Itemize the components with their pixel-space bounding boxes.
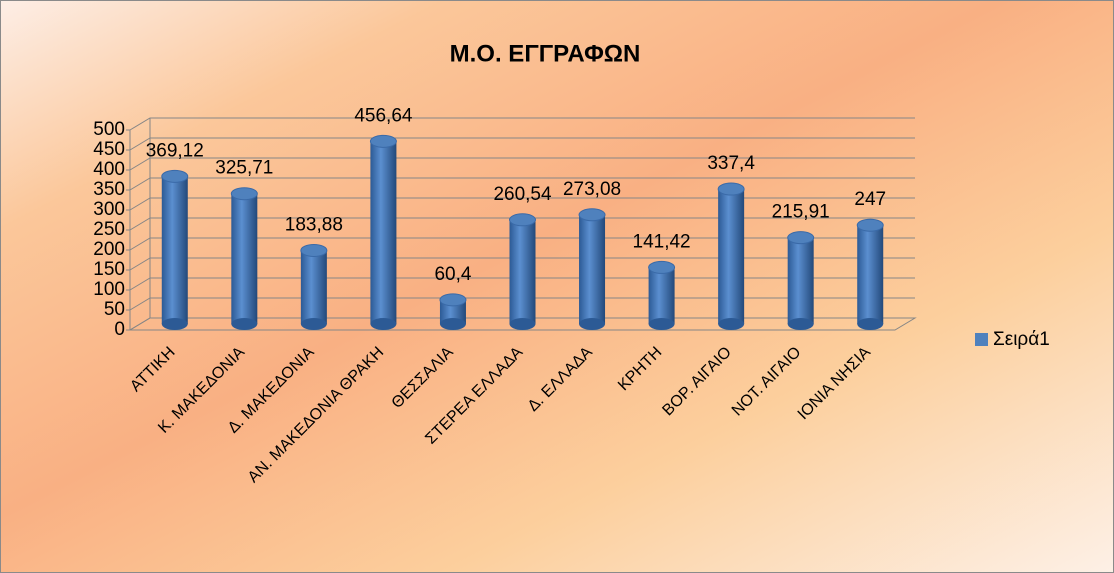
- bar: [369, 134, 397, 330]
- bar: [856, 218, 884, 330]
- data-label: 215,91: [772, 202, 830, 223]
- bar: [787, 231, 815, 330]
- y-tick-label: 200: [93, 239, 125, 260]
- data-label: 260,54: [493, 184, 552, 205]
- bar-body: [509, 219, 536, 324]
- bar-base: [300, 318, 327, 330]
- bar-base: [579, 318, 606, 330]
- bar-body: [300, 250, 327, 324]
- bar: [717, 182, 745, 330]
- bar-top: [439, 293, 467, 307]
- bar-body: [231, 193, 258, 324]
- bar-body: [161, 176, 188, 324]
- data-label: 60,4: [434, 264, 471, 285]
- bar: [578, 208, 606, 330]
- bar-body: [857, 225, 884, 324]
- bar-top: [578, 208, 606, 222]
- legend-swatch: [975, 333, 988, 346]
- bar-top: [717, 182, 745, 196]
- y-tick-label: 0: [114, 319, 125, 340]
- data-label: 325,71: [215, 158, 273, 179]
- y-tick-label: 250: [93, 219, 125, 240]
- bar-body: [579, 214, 606, 324]
- data-label: 141,42: [633, 231, 691, 252]
- bar-top: [856, 218, 884, 232]
- bar-top: [300, 243, 328, 257]
- bar-body: [648, 267, 675, 324]
- bar: [300, 243, 328, 330]
- bar-base: [509, 318, 536, 330]
- bar: [509, 213, 536, 330]
- bar: [439, 293, 467, 330]
- data-label: 183,88: [285, 214, 343, 235]
- chart-title: Μ.Ο. ΕΓΓΡΑΦΩΝ: [450, 40, 641, 67]
- y-tick-label: 300: [93, 199, 125, 220]
- bar-body: [370, 141, 397, 324]
- data-label: 337,4: [707, 153, 755, 174]
- bar: [648, 260, 676, 330]
- y-tick-label: 150: [93, 259, 125, 280]
- legend-label: Σειρά1: [993, 329, 1050, 350]
- bar-base: [648, 318, 675, 330]
- bar-top: [787, 231, 815, 245]
- y-tick-label: 500: [93, 119, 125, 140]
- bar-base: [231, 318, 258, 330]
- bar: [230, 187, 258, 330]
- y-tick-label: 400: [93, 159, 125, 180]
- data-label: 456,64: [354, 105, 413, 126]
- bar-top: [230, 187, 258, 201]
- bar-base: [161, 318, 188, 330]
- bar-body: [787, 237, 814, 324]
- bar-top: [161, 169, 189, 183]
- bar-base: [857, 318, 884, 330]
- bar-body: [718, 189, 745, 324]
- y-tick-label: 100: [93, 279, 125, 300]
- bar-top: [369, 134, 397, 148]
- bar: [161, 169, 189, 330]
- data-label: 247: [854, 189, 886, 210]
- bar-base: [439, 318, 466, 330]
- data-label: 369,12: [146, 140, 204, 161]
- bar-top: [648, 260, 676, 274]
- bar-base: [787, 318, 814, 330]
- y-tick-label: 50: [104, 299, 125, 320]
- y-tick-label: 350: [93, 179, 125, 200]
- bar-base: [370, 318, 397, 330]
- data-label: 273,08: [563, 179, 621, 200]
- bar-top: [509, 213, 536, 227]
- bar-base: [718, 318, 745, 330]
- y-tick-label: 450: [93, 139, 125, 160]
